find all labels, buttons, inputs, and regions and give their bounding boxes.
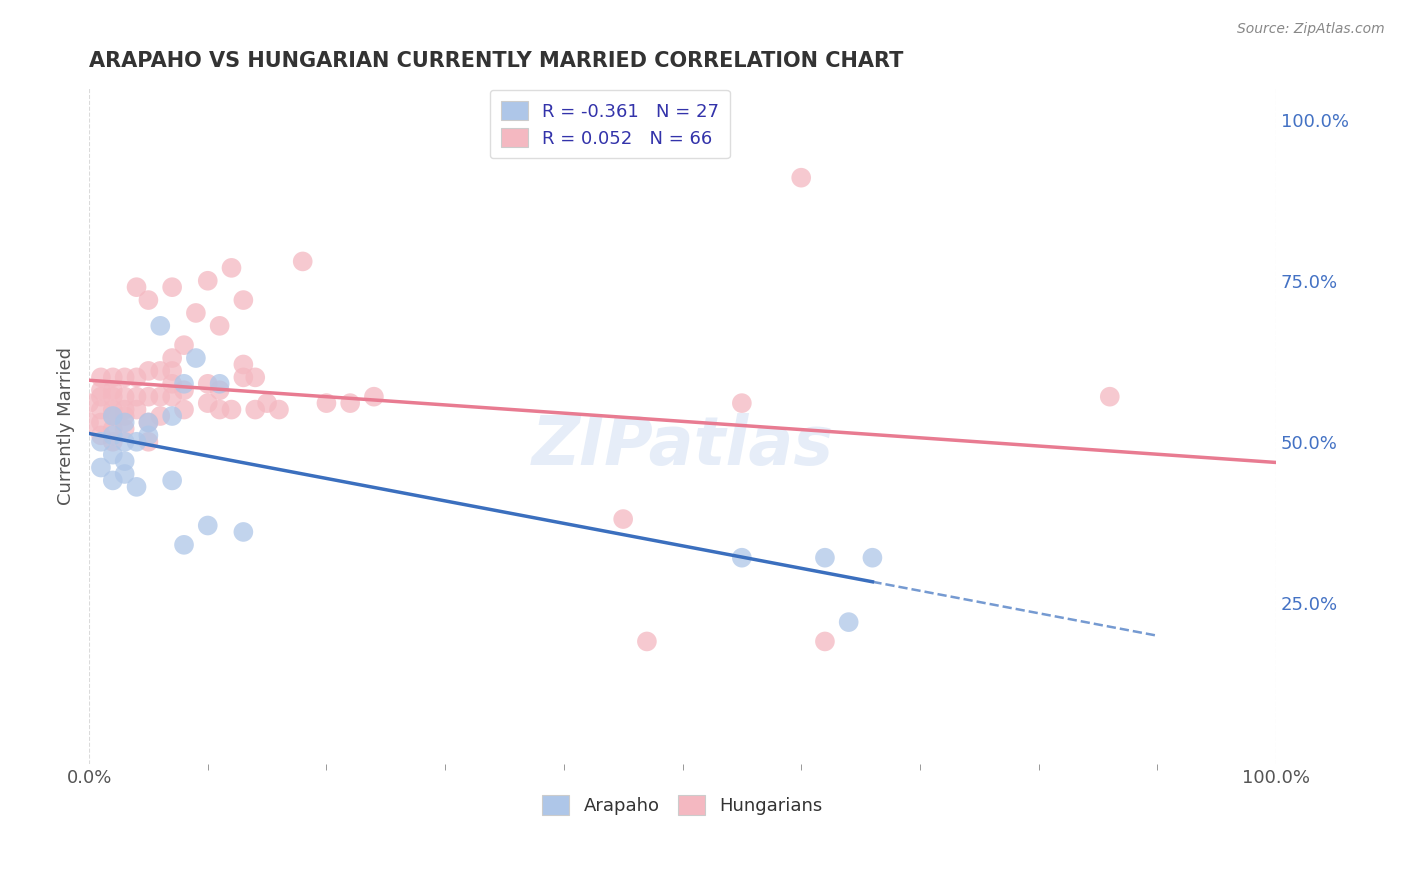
Point	[256, 396, 278, 410]
Point	[173, 538, 195, 552]
Point	[197, 376, 219, 391]
Point	[101, 370, 124, 384]
Point	[101, 448, 124, 462]
Point	[149, 364, 172, 378]
Point	[173, 376, 195, 391]
Point	[138, 293, 160, 307]
Text: Source: ZipAtlas.com: Source: ZipAtlas.com	[1237, 22, 1385, 37]
Point	[101, 402, 124, 417]
Text: ZIPatlas: ZIPatlas	[531, 413, 834, 479]
Point	[731, 550, 754, 565]
Point	[208, 318, 231, 333]
Point	[731, 396, 754, 410]
Point	[114, 467, 136, 481]
Point	[90, 434, 112, 449]
Point	[245, 370, 267, 384]
Point	[1098, 390, 1121, 404]
Point	[138, 434, 160, 449]
Point	[90, 383, 112, 397]
Point	[101, 409, 124, 423]
Point	[160, 409, 183, 423]
Point	[173, 338, 195, 352]
Point	[221, 260, 243, 275]
Point	[77, 396, 100, 410]
Point	[90, 428, 112, 442]
Text: ARAPAHO VS HUNGARIAN CURRENTLY MARRIED CORRELATION CHART: ARAPAHO VS HUNGARIAN CURRENTLY MARRIED C…	[89, 51, 904, 70]
Point	[245, 402, 267, 417]
Point	[197, 396, 219, 410]
Point	[114, 434, 136, 449]
Point	[184, 351, 207, 365]
Point	[77, 416, 100, 430]
Point	[114, 370, 136, 384]
Point	[101, 383, 124, 397]
Point	[267, 402, 290, 417]
Point	[138, 390, 160, 404]
Point	[860, 550, 883, 565]
Point	[114, 422, 136, 436]
Point	[612, 512, 634, 526]
Point	[138, 416, 160, 430]
Point	[138, 416, 160, 430]
Point	[114, 409, 136, 423]
Point	[149, 318, 172, 333]
Point	[160, 376, 183, 391]
Point	[790, 170, 813, 185]
Point	[339, 396, 361, 410]
Point	[173, 383, 195, 397]
Point	[114, 402, 136, 417]
Point	[232, 370, 254, 384]
Point	[221, 402, 243, 417]
Point	[814, 634, 837, 648]
Point	[291, 254, 314, 268]
Point	[101, 428, 124, 442]
Point	[838, 615, 860, 629]
Point	[149, 409, 172, 423]
Point	[101, 390, 124, 404]
Point	[197, 518, 219, 533]
Point	[208, 402, 231, 417]
Point	[232, 358, 254, 372]
Point	[232, 524, 254, 539]
Point	[160, 351, 183, 365]
Point	[90, 416, 112, 430]
Point	[184, 306, 207, 320]
Point	[125, 402, 148, 417]
Point	[125, 480, 148, 494]
Point	[114, 454, 136, 468]
Point	[814, 550, 837, 565]
Point	[101, 434, 124, 449]
Point	[101, 474, 124, 488]
Point	[125, 390, 148, 404]
Point	[197, 274, 219, 288]
Point	[138, 364, 160, 378]
Point	[160, 390, 183, 404]
Point	[636, 634, 658, 648]
Point	[125, 434, 148, 449]
Legend: Arapaho, Hungarians: Arapaho, Hungarians	[536, 789, 830, 822]
Point	[232, 293, 254, 307]
Point	[90, 460, 112, 475]
Point	[208, 376, 231, 391]
Point	[125, 280, 148, 294]
Point	[208, 383, 231, 397]
Point	[315, 396, 337, 410]
Point	[101, 422, 124, 436]
Point	[101, 409, 124, 423]
Y-axis label: Currently Married: Currently Married	[58, 347, 75, 505]
Point	[114, 416, 136, 430]
Point	[90, 370, 112, 384]
Point	[160, 280, 183, 294]
Point	[160, 474, 183, 488]
Point	[114, 390, 136, 404]
Point	[160, 364, 183, 378]
Point	[90, 402, 112, 417]
Point	[173, 402, 195, 417]
Point	[149, 390, 172, 404]
Point	[363, 390, 385, 404]
Point	[125, 370, 148, 384]
Point	[90, 390, 112, 404]
Point	[138, 428, 160, 442]
